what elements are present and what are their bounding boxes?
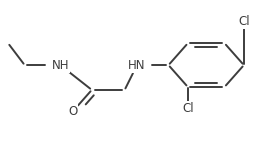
Text: HN: HN <box>128 59 146 72</box>
Text: O: O <box>68 105 77 118</box>
Text: Cl: Cl <box>182 102 193 115</box>
Text: Cl: Cl <box>238 15 250 28</box>
Text: NH: NH <box>52 59 69 72</box>
